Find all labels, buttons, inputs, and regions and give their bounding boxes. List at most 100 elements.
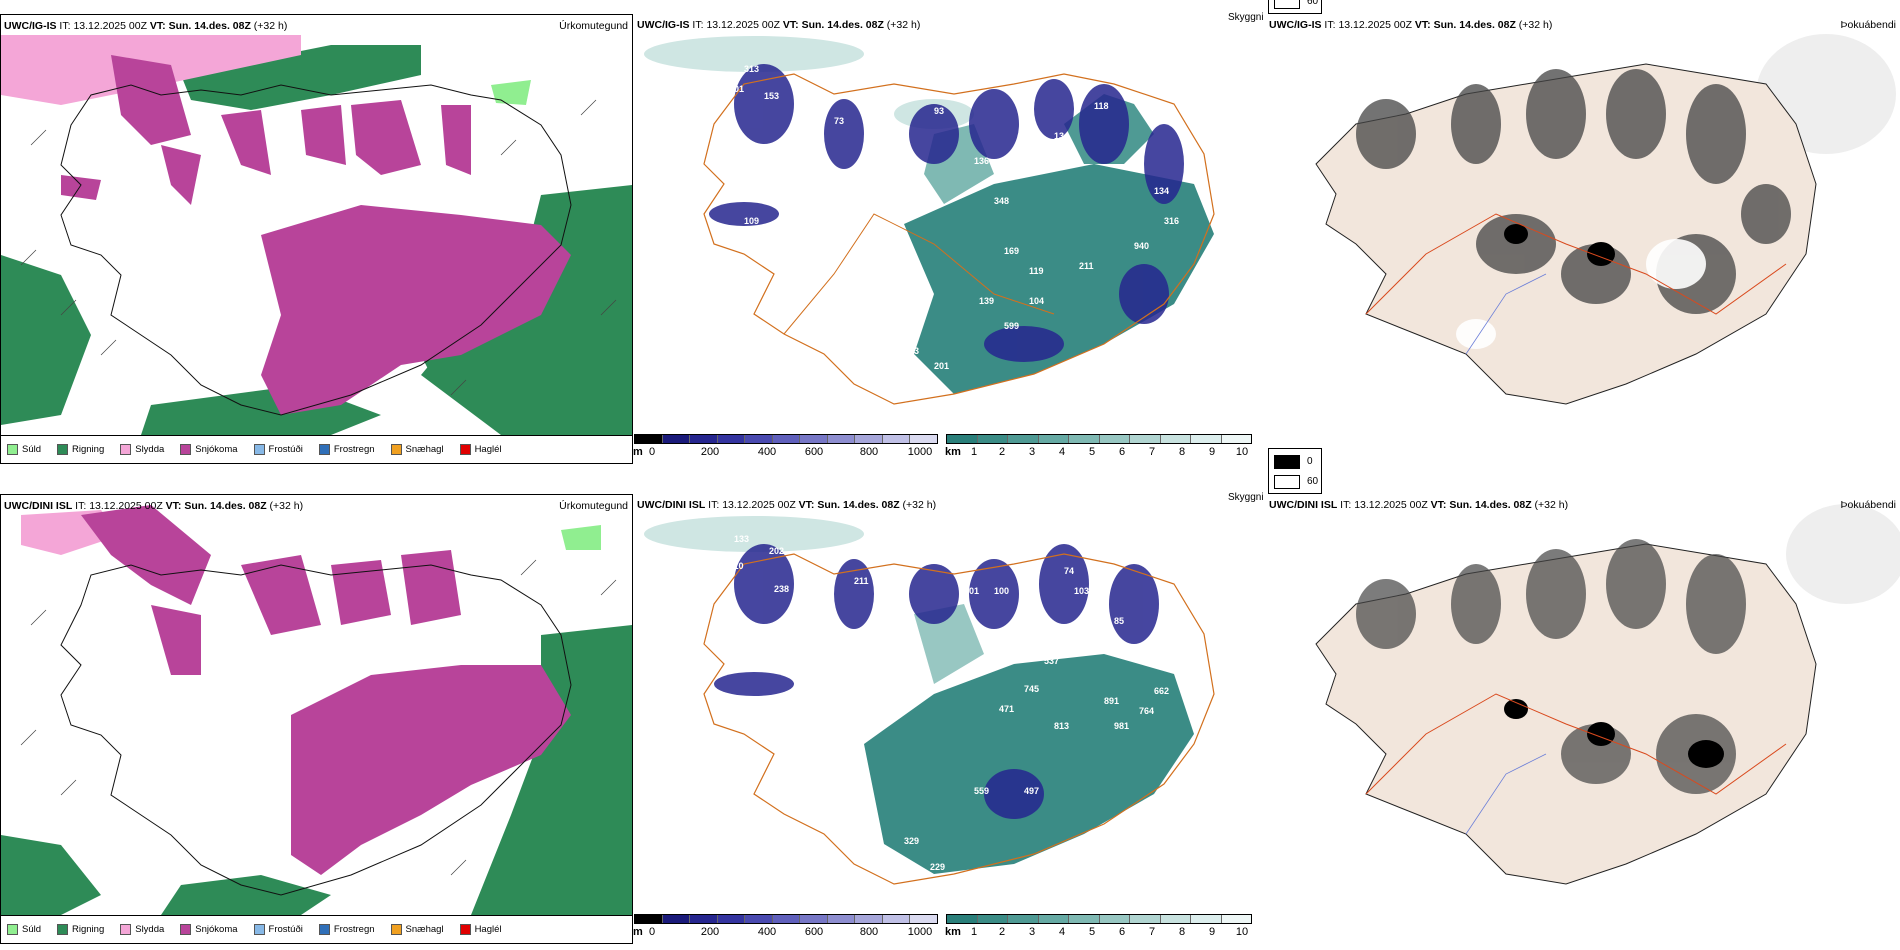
svg-text:526: 526 <box>904 321 919 331</box>
fog-map <box>1266 14 1900 434</box>
precip-legend: Súld Rigning Slydda Snjókoma Frostúði Fr… <box>1 915 632 943</box>
cloud-map: 313 101 153 242 99 109 73 93 136 348 134… <box>634 14 1266 434</box>
fog-legend: 0 60 <box>1268 0 1322 14</box>
legend-swatch <box>7 444 18 455</box>
svg-text:169: 169 <box>1004 246 1019 256</box>
panel-header: UWC/DINI ISL IT: 13.12.2025 00Z VT: Sun.… <box>637 499 937 511</box>
legend-swatch <box>390 444 402 455</box>
svg-text:847: 847 <box>1134 646 1149 656</box>
svg-text:497: 497 <box>1024 786 1039 796</box>
model-name: UWC/IG-IS <box>637 19 690 31</box>
svg-text:113: 113 <box>904 401 919 411</box>
svg-text:981: 981 <box>1114 721 1129 731</box>
colorbar-unit: m <box>633 446 643 458</box>
svg-text:136: 136 <box>974 156 989 166</box>
visibility-colorbar: km 1 2 3 4 5 6 7 8 9 10 <box>945 434 1252 464</box>
svg-text:109: 109 <box>744 216 759 226</box>
precip-type-panel: UWC/DINI ISL IT: 13.12.2025 00Z VT: Sun.… <box>0 494 633 944</box>
svg-text:891: 891 <box>1104 696 1119 706</box>
legend-item-sudd: Súld <box>7 444 41 455</box>
svg-text:940: 940 <box>1134 241 1149 251</box>
it-value: 13.12.2025 00Z <box>73 20 147 32</box>
legend-item-frostudi: Frostúði <box>253 444 303 455</box>
legend-swatch <box>120 444 132 455</box>
svg-text:599: 599 <box>1004 321 1019 331</box>
legend-item-slydda: Slydda <box>120 444 164 455</box>
svg-text:85: 85 <box>1114 616 1124 626</box>
svg-text:813: 813 <box>1054 721 1069 731</box>
svg-text:119: 119 <box>1029 266 1044 276</box>
panel-header: UWC/IG-IS IT: 13.12.2025 00Z VT: Sun. 14… <box>637 19 921 31</box>
svg-text:300: 300 <box>894 666 909 676</box>
visibility-panel-title: Skyggni <box>1228 12 1264 23</box>
fog-legend: 0 60 <box>1268 448 1322 494</box>
svg-text:153: 153 <box>764 91 779 101</box>
svg-text:110: 110 <box>729 561 744 571</box>
cloud-base-visibility-panel: 133 110 202 238 198 132 211 101 100 74 1… <box>633 494 1266 944</box>
legend-swatch <box>318 444 330 455</box>
svg-text:99: 99 <box>784 156 794 166</box>
legend-item-snaehagl: Snæhagl <box>390 444 444 455</box>
precip-type-panel: UWC/IG-IS IT: 13.12.2025 00Z VT: Sun. 14… <box>0 14 633 464</box>
fog-map <box>1266 494 1900 914</box>
panel-header: UWC/DINI ISL IT: 13.12.2025 00Z VT: Sun.… <box>4 500 628 512</box>
precip-map <box>1 15 632 435</box>
fog-swatch-0 <box>1274 455 1300 469</box>
svg-text:229: 229 <box>930 862 945 872</box>
svg-text:745: 745 <box>1024 684 1039 694</box>
svg-text:134: 134 <box>1154 186 1169 196</box>
panel-title: Þokuábendi <box>1840 499 1896 511</box>
svg-text:93: 93 <box>934 106 944 116</box>
panel-title: Úrkomutegund <box>559 500 628 512</box>
svg-text:662: 662 <box>1154 686 1169 696</box>
visibility-panel-title: Skyggni <box>1228 492 1264 503</box>
svg-text:103: 103 <box>1074 586 1089 596</box>
legend-item-rigning: Rigning <box>57 444 104 455</box>
visibility-bar <box>946 434 1252 444</box>
svg-text:202: 202 <box>769 546 784 556</box>
legend-swatch <box>253 444 265 455</box>
svg-text:139: 139 <box>979 296 994 306</box>
svg-text:211: 211 <box>1079 261 1094 271</box>
visibility-colorbar: km 1 2 3 4 5 6 7 8 9 10 <box>945 914 1252 944</box>
svg-text:329: 329 <box>904 836 919 846</box>
svg-text:764: 764 <box>1139 706 1154 716</box>
lead-time: (+32 h) <box>253 20 288 32</box>
fog-swatch-60 <box>1274 0 1300 9</box>
legend-swatch <box>459 444 471 455</box>
precip-map <box>1 495 632 915</box>
svg-text:74: 74 <box>1064 566 1074 576</box>
cloud-base-bar <box>634 434 938 444</box>
svg-text:242: 242 <box>794 118 809 128</box>
cloud-label: 313 <box>744 64 759 74</box>
svg-text:211: 211 <box>854 576 869 586</box>
svg-text:101: 101 <box>729 84 744 94</box>
svg-text:471: 471 <box>999 704 1014 714</box>
svg-text:134: 134 <box>1054 131 1069 141</box>
svg-text:238: 238 <box>774 584 789 594</box>
svg-text:132: 132 <box>794 621 809 631</box>
fog-swatch-60 <box>1274 475 1300 489</box>
cloud-base-visibility-panel: 313 101 153 242 99 109 73 93 136 348 134… <box>633 14 1266 464</box>
fog-index-panel: UWC/IG-IS IT: 13.12.2025 00Z VT: Sun. 14… <box>1266 14 1900 464</box>
svg-text:133: 133 <box>734 534 749 544</box>
fog-index-panel: UWC/DINI ISL IT: 13.12.2025 00Z VT: Sun.… <box>1266 494 1900 944</box>
it-label: IT: <box>59 20 71 32</box>
panel-header: UWC/DINI ISL IT: 13.12.2025 00Z VT: Sun.… <box>1269 499 1896 511</box>
legend-swatch <box>180 444 192 455</box>
panel-header: UWC/IG-IS IT: 13.12.2025 00Z VT: Sun. 14… <box>4 18 628 34</box>
svg-text:198: 198 <box>804 584 819 594</box>
svg-text:348: 348 <box>994 196 1009 206</box>
svg-text:73: 73 <box>834 116 844 126</box>
svg-text:101: 101 <box>964 586 979 596</box>
cloud-map: 133 110 202 238 198 132 211 101 100 74 1… <box>634 494 1266 914</box>
cloud-base-colorbar: m 0 200 400 600 800 1000 <box>633 434 938 464</box>
panel-title: Þokuábendi <box>1840 19 1896 31</box>
panel-header: UWC/IG-IS IT: 13.12.2025 00Z VT: Sun. 14… <box>1269 19 1896 31</box>
legend-item-snjokoma: Snjókoma <box>180 444 238 455</box>
cloud-base-colorbar: m 0 200 400 600 800 1000 <box>633 914 938 944</box>
model-name: UWC/IG-IS <box>4 20 57 32</box>
svg-text:316: 316 <box>1164 216 1179 226</box>
svg-text:200: 200 <box>924 386 939 396</box>
svg-text:133: 133 <box>904 346 919 356</box>
